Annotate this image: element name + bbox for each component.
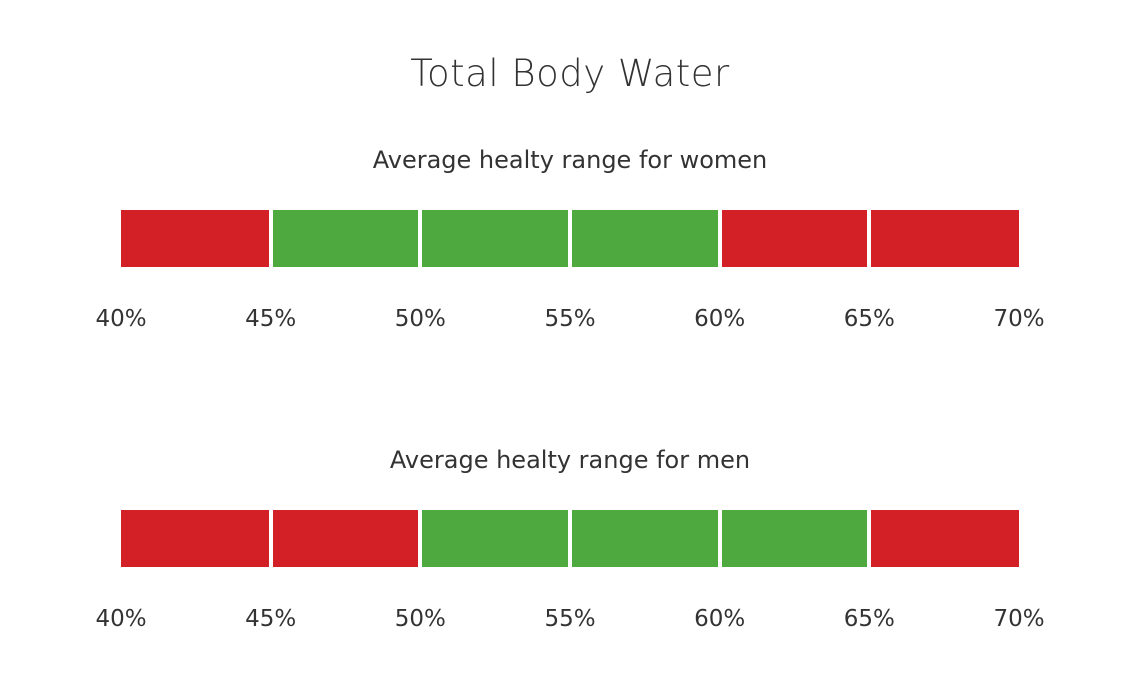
tick-label: 65% xyxy=(843,306,895,332)
tick-label: 40% xyxy=(95,606,147,632)
tick-label: 65% xyxy=(843,606,895,632)
women-axis-ticks: 40% 45% 50% 55% 60% 65% 70% xyxy=(0,306,1140,336)
tick-label: 45% xyxy=(245,606,297,632)
range-segment-unhealthy xyxy=(871,210,1019,267)
tick-label: 50% xyxy=(394,306,446,332)
range-segment-healthy xyxy=(721,510,868,567)
women-range-title: Average healty range for women xyxy=(372,146,768,174)
range-segment-unhealthy xyxy=(871,510,1019,567)
tick-label: 70% xyxy=(993,606,1045,632)
range-segment-healthy xyxy=(422,210,568,267)
tick-label: 40% xyxy=(95,306,147,332)
men-axis-ticks: 40% 45% 50% 55% 60% 65% 70% xyxy=(0,606,1140,636)
women-range-panel: Average healty range for women 40% 45% 5… xyxy=(0,146,1140,332)
range-segment-unhealthy xyxy=(121,210,269,267)
women-range-bar xyxy=(121,210,1019,267)
men-range-title: Average healty range for men xyxy=(389,446,751,474)
tick-label: 45% xyxy=(245,306,297,332)
range-segment-unhealthy xyxy=(721,210,868,267)
range-segment-unhealthy xyxy=(272,510,419,567)
tick-label: 60% xyxy=(694,306,746,332)
tick-label: 55% xyxy=(544,606,596,632)
chart-title: Total Body Water xyxy=(410,52,730,95)
tick-label: 60% xyxy=(694,606,746,632)
range-segment-healthy xyxy=(422,510,568,567)
range-segment-healthy xyxy=(572,510,718,567)
range-segment-unhealthy xyxy=(121,510,269,567)
tick-label: 70% xyxy=(993,306,1045,332)
range-segment-healthy xyxy=(572,210,718,267)
men-range-bar xyxy=(121,510,1019,567)
tick-label: 55% xyxy=(544,306,596,332)
men-range-panel: Average healty range for men 40% 45% 50%… xyxy=(0,446,1140,632)
range-segment-healthy xyxy=(272,210,419,267)
tick-label: 50% xyxy=(394,606,446,632)
